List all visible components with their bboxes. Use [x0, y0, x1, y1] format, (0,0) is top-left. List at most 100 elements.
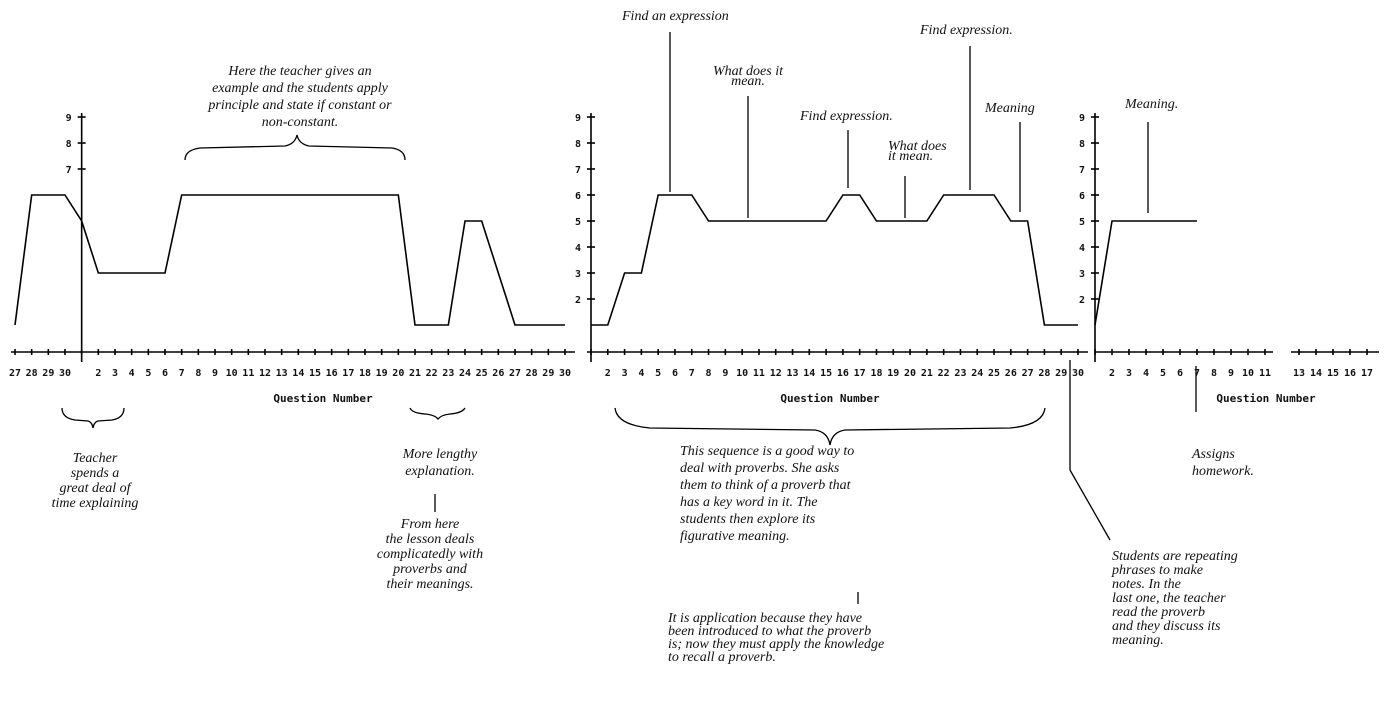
y-tick-label: 9	[1079, 113, 1085, 124]
x-tick-label: 9	[1228, 368, 1234, 379]
y-tick-label: 5	[1079, 217, 1085, 228]
x-tick-label: 15	[1327, 368, 1339, 379]
x-axis-label: Question Number	[273, 392, 373, 405]
x-tick-label: 27	[1022, 368, 1034, 379]
x-tick-label: 12	[259, 368, 271, 379]
x-tick-label: 15	[309, 368, 321, 379]
y-tick-label: 7	[1079, 165, 1085, 176]
annotation: Assigns	[1191, 447, 1235, 462]
annotation: and they discuss its	[1112, 619, 1221, 634]
annotation: Meaning	[984, 101, 1035, 116]
annotation: Find expression.	[919, 23, 1013, 38]
y-tick-label: 6	[575, 191, 581, 202]
annotation: great deal of	[59, 481, 132, 496]
x-tick-label: 24	[971, 368, 983, 379]
x-tick-label: 16	[326, 368, 338, 379]
y-tick-label: 7	[575, 165, 581, 176]
x-tick-label: 30	[559, 368, 571, 379]
x-tick-label: 8	[195, 368, 201, 379]
x-tick-label: 11	[242, 368, 254, 379]
brace	[614, 407, 1046, 446]
y-tick-label: 8	[66, 139, 72, 150]
annotation: them to think of a proverb that	[680, 478, 852, 493]
x-tick-label: 14	[292, 368, 304, 379]
x-tick-label: 7	[689, 368, 695, 379]
x-tick-label: 23	[954, 368, 966, 379]
x-tick-label: 29	[542, 368, 554, 379]
x-tick-label: 16	[1344, 368, 1356, 379]
annotation: it mean.	[888, 149, 933, 164]
annotation: Here the teacher gives an	[227, 64, 371, 79]
annotation: mean.	[731, 74, 765, 89]
x-tick-label: 15	[820, 368, 832, 379]
y-tick-label: 4	[575, 243, 581, 254]
x-tick-label: 21	[409, 368, 421, 379]
data-line	[591, 194, 1078, 326]
annotation: read the proverb	[1112, 605, 1205, 620]
x-tick-label: 13	[1293, 368, 1305, 379]
x-tick-label: 29	[1055, 368, 1067, 379]
annotation: What does it	[713, 64, 784, 79]
x-tick-label: 13	[786, 368, 798, 379]
x-tick-label: 3	[622, 368, 628, 379]
x-tick-label: 26	[1005, 368, 1017, 379]
x-tick-label: 17	[342, 368, 354, 379]
annotation: deal with proverbs. She asks	[680, 461, 840, 476]
annotation: been introduced to what the proverb	[668, 624, 871, 639]
x-tick-label: 6	[672, 368, 678, 379]
x-tick-label: 8	[706, 368, 712, 379]
x-tick-label: 7	[1194, 368, 1200, 379]
annotation: complicatedly with	[377, 547, 483, 562]
x-tick-label: 18	[870, 368, 882, 379]
x-tick-label: 9	[212, 368, 218, 379]
x-tick-label: 30	[59, 368, 71, 379]
x-tick-label: 10	[736, 368, 748, 379]
x-tick-label: 4	[1143, 368, 1149, 379]
x-tick-label: 20	[904, 368, 916, 379]
y-tick-label: 9	[66, 113, 72, 124]
annotation: Find an expression	[621, 9, 729, 24]
x-tick-label: 9	[722, 368, 728, 379]
y-tick-label: 5	[575, 217, 581, 228]
x-tick-label: 13	[276, 368, 288, 379]
annotation: last one, the teacher	[1112, 591, 1226, 606]
x-tick-label: 5	[655, 368, 661, 379]
x-tick-label: 10	[1242, 368, 1254, 379]
annotation: spends a	[71, 466, 120, 481]
pointer	[1069, 469, 1111, 541]
annotation: the lesson deals	[386, 532, 475, 547]
annotation: non-constant.	[262, 115, 339, 130]
x-tick-label: 28	[526, 368, 538, 379]
x-tick-label: 19	[887, 368, 899, 379]
annotation: This sequence is a good way to	[680, 444, 854, 459]
x-tick-label: 5	[1160, 368, 1166, 379]
annotation: is; now they must apply the knowledge	[668, 637, 884, 652]
annotation: has a key word in it. The	[680, 495, 818, 510]
y-tick-label: 3	[1079, 269, 1085, 280]
x-axis-label: Question Number	[780, 392, 880, 405]
x-tick-label: 22	[426, 368, 438, 379]
x-tick-label: 28	[26, 368, 38, 379]
x-tick-label: 3	[112, 368, 118, 379]
annotation: Students are repeating	[1112, 549, 1238, 564]
x-tick-label: 4	[129, 368, 135, 379]
y-tick-label: 3	[575, 269, 581, 280]
brace	[184, 134, 406, 161]
y-tick-label: 8	[1079, 139, 1085, 150]
x-tick-label: 6	[1177, 368, 1183, 379]
x-tick-label: 11	[753, 368, 765, 379]
x-tick-label: 10	[226, 368, 238, 379]
annotation: From here	[400, 517, 459, 532]
x-tick-label: 18	[359, 368, 371, 379]
annotation: notes. In the	[1112, 577, 1181, 592]
brace	[61, 407, 125, 429]
annotation: Meaning.	[1124, 97, 1178, 112]
x-tick-label: 12	[770, 368, 782, 379]
y-tick-label: 7	[66, 165, 72, 176]
x-tick-label: 30	[1072, 368, 1084, 379]
annotation: meaning.	[1112, 633, 1164, 648]
x-tick-label: 3	[1126, 368, 1132, 379]
x-tick-label: 25	[988, 368, 1000, 379]
annotation: More lengthy	[402, 447, 478, 462]
